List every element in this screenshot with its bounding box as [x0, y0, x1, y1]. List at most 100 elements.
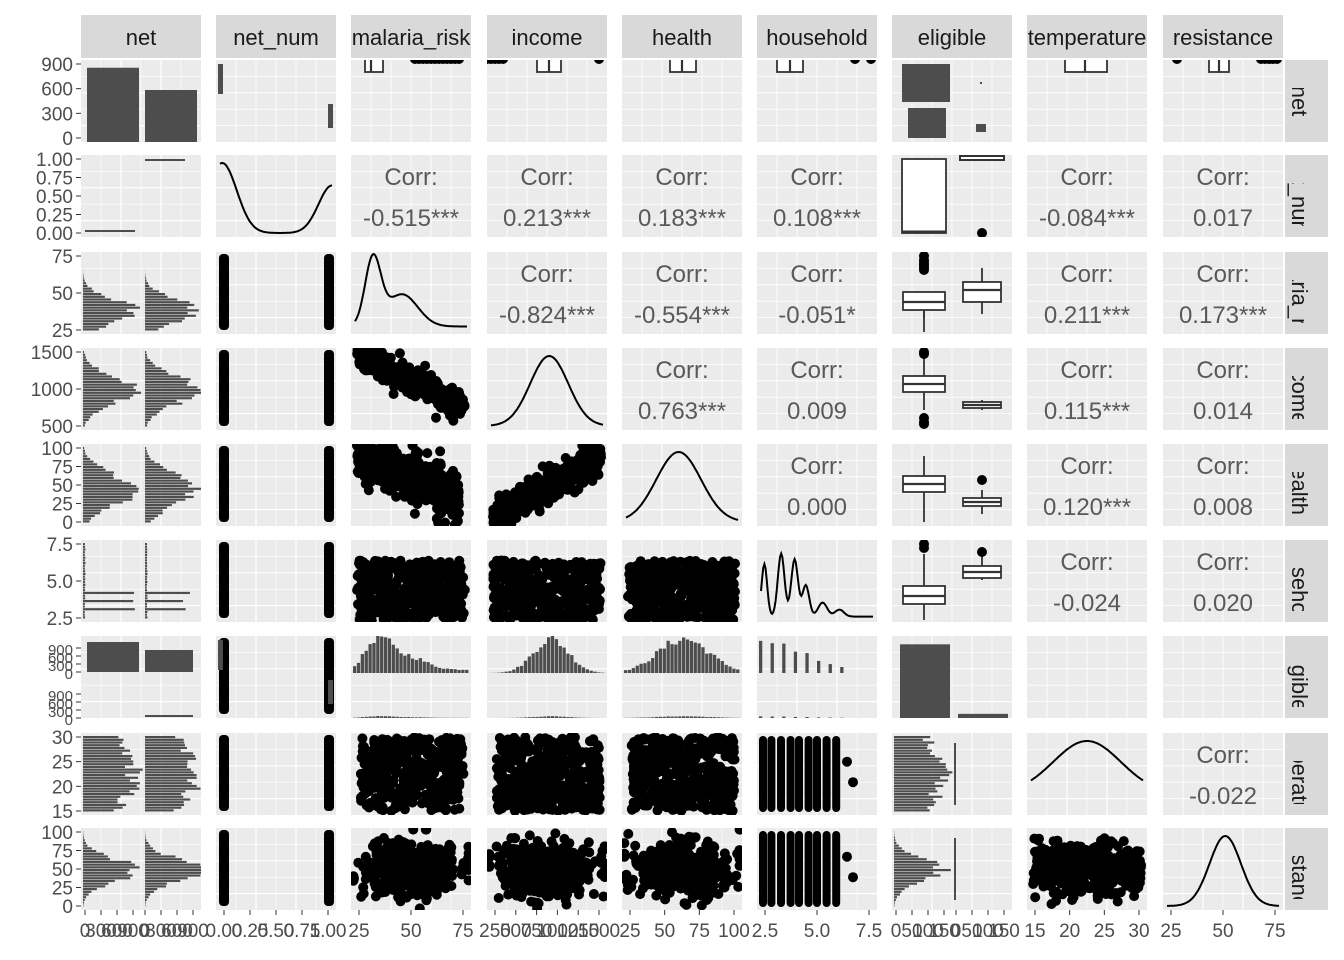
hist-bar — [83, 424, 85, 427]
hist-bar — [145, 850, 156, 853]
corr-cell: Corr: 0.020 — [1193, 549, 1253, 617]
point — [361, 595, 372, 606]
outlier — [919, 265, 929, 275]
point — [436, 469, 447, 480]
hist-bar — [83, 353, 86, 356]
point — [434, 795, 444, 806]
panel-r2-c4 — [622, 252, 742, 334]
hist-bar — [145, 397, 192, 400]
hist-bar — [83, 738, 124, 741]
point — [565, 559, 576, 570]
hist-bar — [145, 463, 161, 466]
hist-bar — [83, 495, 133, 499]
strip-right-eligible: eligible — [1285, 636, 1328, 718]
hist-bar — [83, 287, 92, 290]
point — [586, 579, 597, 590]
panel-r3-c1 — [216, 348, 336, 430]
hist-bar — [430, 664, 434, 673]
hist-bar — [83, 468, 106, 471]
hist-bar — [666, 640, 670, 673]
hist-bar — [894, 847, 902, 850]
point — [436, 735, 447, 746]
hist-bar — [685, 716, 690, 718]
strip-bg — [81, 15, 201, 58]
hist-bar — [83, 616, 86, 619]
hist-bar — [145, 755, 196, 758]
hist-bar — [547, 637, 551, 673]
point — [395, 742, 405, 753]
hist-bar — [145, 325, 164, 328]
hist-bar — [83, 463, 98, 466]
point — [654, 590, 665, 601]
hist-bar — [83, 421, 86, 424]
hist-bar — [360, 717, 365, 718]
hist-bar — [759, 716, 763, 718]
hist-bar — [145, 836, 146, 839]
hist-bar — [639, 663, 643, 673]
point — [421, 463, 432, 474]
hist-bar — [83, 312, 134, 315]
strip-right-net: net — [1285, 60, 1328, 142]
point — [662, 600, 673, 611]
strip-bg — [216, 15, 336, 58]
point — [444, 476, 455, 487]
hist-bar — [682, 637, 686, 673]
hist-bar — [531, 653, 535, 673]
bar — [87, 642, 139, 672]
point — [397, 561, 408, 572]
point — [407, 597, 418, 608]
point — [377, 734, 388, 745]
point — [719, 607, 730, 618]
hist-bar — [539, 647, 543, 673]
hist-bar — [535, 651, 539, 673]
hist-bar — [145, 855, 176, 858]
bar — [958, 713, 1008, 718]
hist-bar — [83, 882, 109, 885]
point — [437, 605, 448, 616]
boxplot — [1064, 60, 1108, 73]
point — [388, 389, 399, 399]
point — [531, 594, 542, 605]
point-band — [324, 542, 334, 618]
corr-value: 0.115*** — [1044, 398, 1130, 425]
hist-bar — [376, 636, 380, 673]
point — [356, 778, 367, 789]
hist-bar — [145, 602, 148, 605]
hist-bar — [145, 517, 155, 520]
point — [408, 789, 419, 800]
point — [584, 444, 595, 455]
outlier — [498, 60, 508, 64]
hist-bar — [461, 669, 465, 673]
point — [566, 456, 577, 467]
bar — [85, 230, 135, 232]
hist-bar — [894, 874, 941, 877]
histogram — [145, 831, 201, 907]
points-stripe — [219, 830, 334, 906]
corr-cell: Corr: 0.009 — [787, 357, 847, 425]
point — [499, 610, 510, 621]
hist-bar — [83, 372, 107, 375]
hist-bar — [145, 487, 201, 490]
corr-cell: Corr: 0.211*** — [1044, 261, 1130, 329]
hist-bar — [145, 479, 188, 482]
hist-bar — [83, 589, 86, 592]
boxplot — [487, 60, 604, 73]
hist-bar — [145, 495, 194, 499]
hist-bar — [457, 669, 461, 673]
strip-right-temperature: temperature — [1285, 733, 1328, 815]
hist-bar — [356, 662, 361, 673]
corr-cell: Corr: -0.824*** — [499, 261, 595, 329]
hist-bar — [894, 871, 934, 874]
hist-bar — [145, 351, 147, 354]
hist-bar — [724, 664, 728, 673]
point — [499, 555, 510, 566]
point — [573, 484, 584, 495]
point — [531, 487, 542, 498]
corr-cell: Corr: 0.183*** — [638, 164, 726, 232]
hist-bar — [145, 501, 177, 504]
boxplot — [1172, 60, 1282, 73]
corr-cell: Corr: -0.051* — [778, 261, 855, 329]
point — [563, 604, 574, 615]
hist-bar — [840, 667, 844, 673]
point — [643, 559, 654, 570]
